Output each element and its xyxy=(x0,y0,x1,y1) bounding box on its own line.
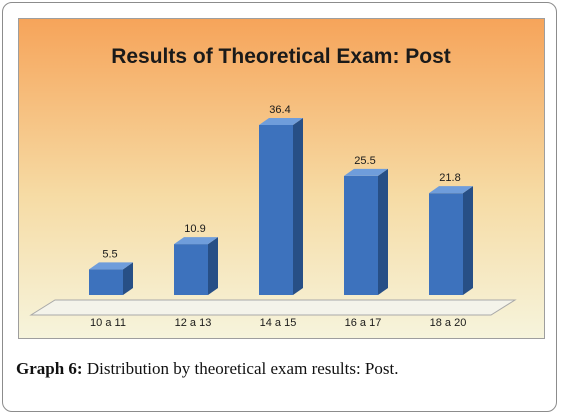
x-tick-label: 16 a 17 xyxy=(345,317,382,329)
figure-frame xyxy=(2,2,557,412)
bars-layer xyxy=(89,118,473,295)
data-label: 25.5 xyxy=(354,155,375,167)
bar-top xyxy=(174,237,218,245)
bar-2 xyxy=(174,237,218,295)
bar-front xyxy=(89,269,123,295)
chart-floor xyxy=(29,299,517,316)
bar-front xyxy=(344,175,378,295)
bar-front xyxy=(259,125,293,295)
bar-side xyxy=(378,168,388,295)
caption-text: Distribution by theoretical exam results… xyxy=(82,359,399,378)
bar-3 xyxy=(259,118,303,295)
bar-side xyxy=(208,237,218,295)
bar-front xyxy=(429,193,463,295)
bar-5 xyxy=(429,186,473,295)
bar-top xyxy=(344,168,388,176)
bar-top xyxy=(89,262,133,270)
bar-side xyxy=(293,118,303,295)
x-tick-label: 10 a 11 xyxy=(90,317,126,329)
data-label: 21.8 xyxy=(439,172,460,184)
labels-layer: 5.5 10 a 11 10.9 12 a 13 36.4 14 a 15 25.5 16 a… xyxy=(90,104,466,329)
x-tick-label: 14 a 15 xyxy=(260,317,297,329)
bar-side xyxy=(463,186,473,295)
caption-label: Graph 6: xyxy=(16,359,83,378)
data-label: 10.9 xyxy=(184,223,205,235)
bar-front xyxy=(174,244,208,295)
bar-chart: Results of Theoretical Exam: Post 5.5 10 … xyxy=(19,19,544,338)
x-tick-label: 12 a 13 xyxy=(175,317,212,329)
x-tick-label: 18 a 20 xyxy=(430,317,467,329)
bar-1 xyxy=(89,262,133,295)
data-label: 5.5 xyxy=(102,248,117,260)
bar-top xyxy=(259,118,303,125)
chart-title: Results of Theoretical Exam: Post xyxy=(111,45,451,68)
bar-4 xyxy=(344,168,388,295)
figure-caption: Graph 6: Distribution by theoretical exa… xyxy=(16,359,398,379)
chart-panel: Results of Theoretical Exam: Post 5.5 10 … xyxy=(18,18,545,339)
bar-side xyxy=(123,262,133,295)
bar-top xyxy=(429,186,473,194)
data-label: 36.4 xyxy=(269,104,290,116)
